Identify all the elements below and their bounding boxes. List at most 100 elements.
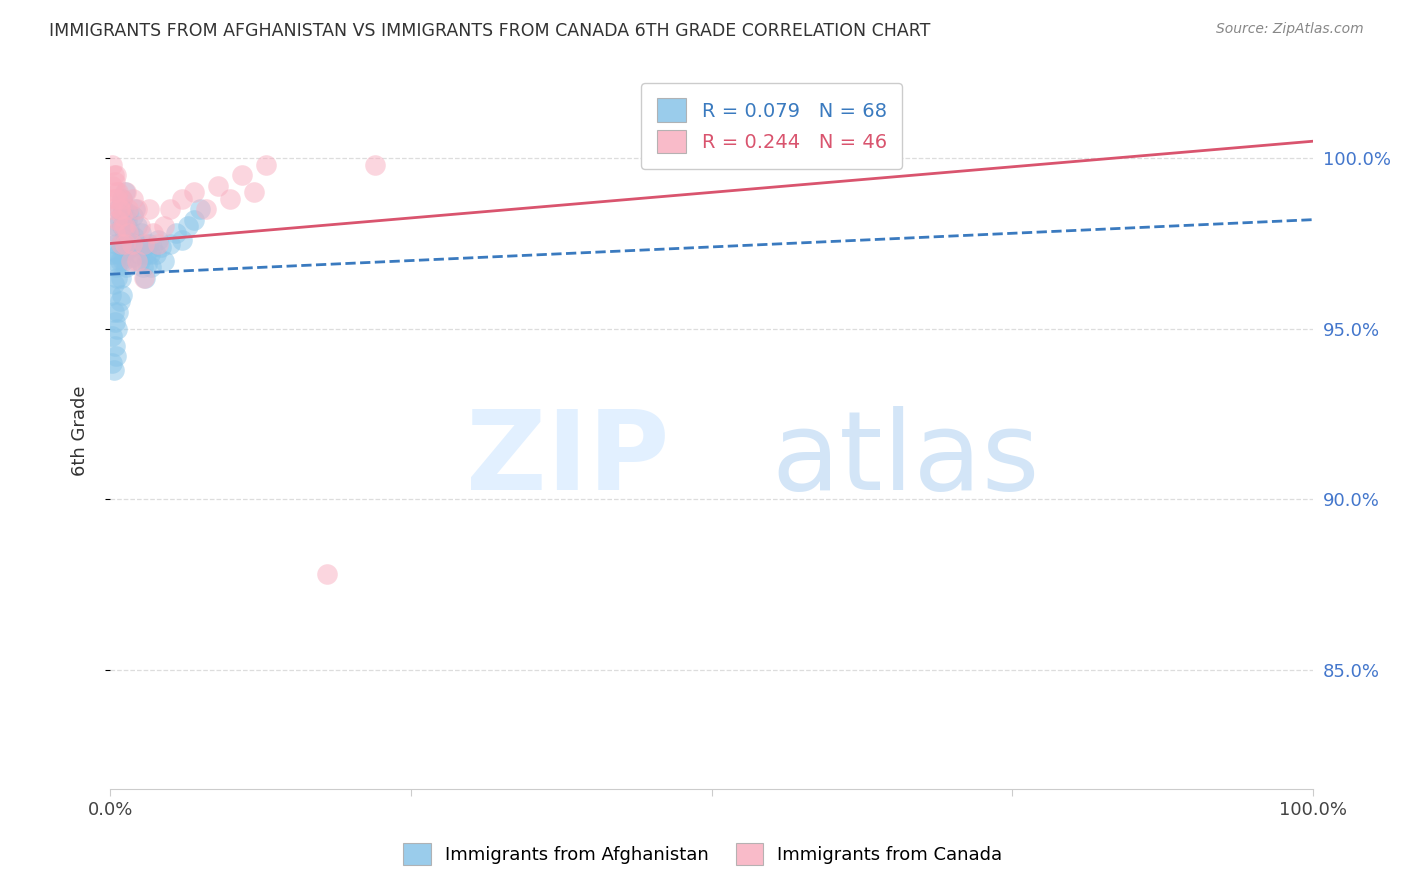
Point xyxy=(364,158,387,172)
Point xyxy=(111,219,134,234)
Point xyxy=(124,202,146,217)
Point xyxy=(105,186,128,200)
Point xyxy=(104,227,127,241)
Point xyxy=(111,209,134,223)
Point xyxy=(128,246,150,260)
Legend: R = 0.079   N = 68, R = 0.244   N = 46: R = 0.079 N = 68, R = 0.244 N = 46 xyxy=(641,83,903,169)
Point xyxy=(101,158,124,172)
Point xyxy=(101,178,124,193)
Point xyxy=(111,192,134,206)
Point xyxy=(132,236,155,251)
Point xyxy=(110,270,132,285)
Text: IMMIGRANTS FROM AFGHANISTAN VS IMMIGRANTS FROM CANADA 6TH GRADE CORRELATION CHAR: IMMIGRANTS FROM AFGHANISTAN VS IMMIGRANT… xyxy=(49,22,931,40)
Point xyxy=(105,169,128,183)
Text: atlas: atlas xyxy=(772,406,1040,513)
Point xyxy=(105,227,128,241)
Point xyxy=(104,253,127,268)
Point xyxy=(315,567,337,582)
Point xyxy=(107,246,129,260)
Text: Source: ZipAtlas.com: Source: ZipAtlas.com xyxy=(1216,22,1364,37)
Point xyxy=(136,257,159,271)
Point xyxy=(122,229,145,244)
Point xyxy=(117,206,139,220)
Point xyxy=(115,212,138,227)
Point xyxy=(112,202,135,217)
Point xyxy=(207,178,229,193)
Point xyxy=(148,236,170,251)
Point xyxy=(103,304,125,318)
Point xyxy=(105,192,128,206)
Point xyxy=(114,227,136,241)
Point xyxy=(153,219,176,234)
Point xyxy=(108,202,131,217)
Point xyxy=(111,287,134,301)
Point xyxy=(142,227,165,241)
Point xyxy=(159,236,181,251)
Point xyxy=(132,270,155,285)
Point xyxy=(135,246,157,260)
Point xyxy=(105,260,128,275)
Point xyxy=(117,233,139,247)
Point xyxy=(122,192,145,206)
Point xyxy=(125,253,148,268)
Point xyxy=(108,202,131,217)
Point xyxy=(112,253,135,268)
Point xyxy=(114,236,136,251)
Point xyxy=(219,192,242,206)
Point xyxy=(172,192,194,206)
Point xyxy=(159,202,181,217)
Point xyxy=(125,202,148,217)
Point xyxy=(122,209,145,223)
Point xyxy=(231,169,253,183)
Point xyxy=(129,253,152,268)
Point xyxy=(183,186,205,200)
Point xyxy=(100,202,122,217)
Point xyxy=(104,339,127,353)
Point xyxy=(112,219,135,234)
Point xyxy=(131,260,153,275)
Point xyxy=(100,287,122,301)
Point xyxy=(121,236,143,251)
Point xyxy=(101,356,124,370)
Point xyxy=(149,240,172,254)
Point xyxy=(256,158,278,172)
Point xyxy=(105,349,128,363)
Point xyxy=(103,277,125,292)
Point xyxy=(101,246,124,260)
Point xyxy=(107,304,129,318)
Point xyxy=(111,192,134,206)
Point xyxy=(243,186,266,200)
Y-axis label: 6th Grade: 6th Grade xyxy=(72,386,89,476)
Point xyxy=(107,202,129,217)
Text: ZIP: ZIP xyxy=(465,406,669,513)
Point xyxy=(105,219,128,234)
Point xyxy=(101,328,124,343)
Point xyxy=(117,202,139,217)
Point xyxy=(110,236,132,251)
Point xyxy=(139,260,162,275)
Point xyxy=(139,246,162,260)
Point xyxy=(148,233,170,247)
Point xyxy=(125,219,148,234)
Point xyxy=(195,202,218,217)
Point xyxy=(165,227,187,241)
Point xyxy=(120,253,142,268)
Point xyxy=(153,253,176,268)
Point xyxy=(127,236,149,251)
Point xyxy=(103,362,125,376)
Legend: Immigrants from Afghanistan, Immigrants from Canada: Immigrants from Afghanistan, Immigrants … xyxy=(395,834,1011,874)
Point xyxy=(188,202,211,217)
Point xyxy=(138,202,160,217)
Point xyxy=(145,246,167,260)
Point xyxy=(114,186,136,200)
Point xyxy=(115,244,138,258)
Point xyxy=(131,227,153,241)
Point xyxy=(103,169,125,183)
Point xyxy=(117,227,139,241)
Point xyxy=(105,322,128,336)
Point xyxy=(104,175,127,189)
Point xyxy=(121,250,143,264)
Point xyxy=(103,192,125,206)
Point xyxy=(108,212,131,227)
Point xyxy=(110,236,132,251)
